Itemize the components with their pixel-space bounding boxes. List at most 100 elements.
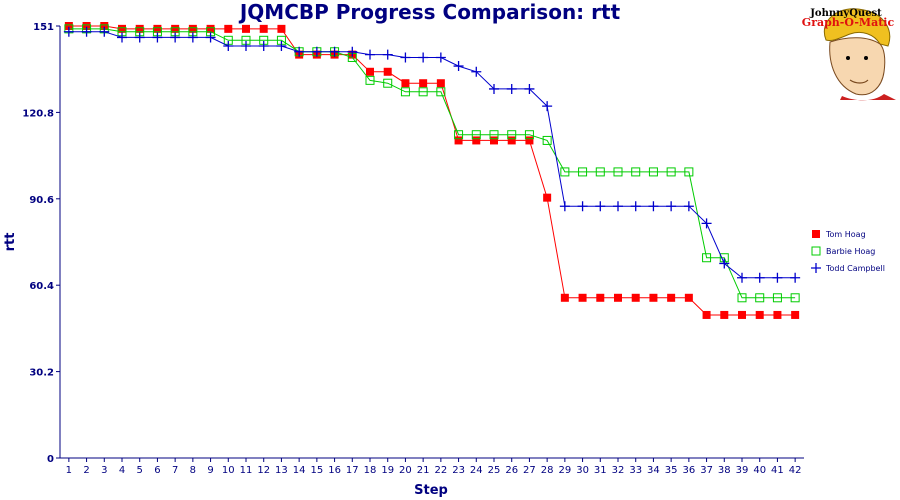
logo-text-line1: JohnnyQuest [809,8,882,19]
data-point-todd-campbell [524,83,535,94]
data-point-todd-campbell [294,46,305,57]
x-tick-label: 33 [629,465,642,476]
x-tick-label: 14 [293,465,306,476]
data-point-barbie-hoag [578,167,588,177]
y-tick-label: 120.8 [22,108,54,119]
data-point-todd-campbell [790,272,801,283]
data-point-todd-campbell [542,101,553,112]
data-point-tom-hoag [507,136,516,145]
x-tick-label: 12 [257,465,270,476]
data-point-tom-hoag [720,310,729,319]
y-tick-label: 151 [33,22,54,33]
data-point-todd-campbell [258,41,269,52]
x-tick-label: 10 [222,465,235,476]
data-point-barbie-hoag [542,135,552,145]
y-tick-label: 90.6 [29,195,54,206]
data-point-todd-campbell [382,49,393,60]
x-tick-label: 5 [137,465,143,476]
data-point-tom-hoag [543,193,552,202]
data-point-barbie-hoag [524,130,534,140]
x-tick-label: 26 [505,465,518,476]
x-tick-label: 25 [488,465,501,476]
data-point-tom-hoag [118,24,126,33]
series-todd-campbell [63,26,801,283]
data-point-todd-campbell [418,52,429,63]
x-tick-label: 18 [364,465,377,476]
data-point-tom-hoag [791,310,800,319]
x-tick-label: 37 [700,465,713,476]
data-point-tom-hoag [596,293,605,302]
data-point-barbie-hoag [471,130,481,140]
x-tick-label: 2 [83,465,89,476]
data-point-barbie-hoag [737,293,747,303]
data-point-tom-hoag [366,67,374,76]
data-point-tom-hoag [171,24,180,33]
x-tick-label: 6 [154,465,160,476]
data-point-todd-campbell [117,32,127,43]
data-point-barbie-hoag [772,293,782,303]
data-point-tom-hoag [242,24,250,33]
data-point-todd-campbell [772,272,783,283]
legend-label-tom-hoag: Tom Hoag [825,230,866,239]
x-tick-label: 15 [310,465,323,476]
data-point-barbie-hoag [755,293,765,303]
x-tick-label: 13 [275,465,288,476]
data-point-tom-hoag [490,136,498,145]
logo-shirt [840,94,896,101]
data-point-todd-campbell [683,201,694,212]
data-point-todd-campbell [666,201,677,212]
x-tick-label: 11 [240,465,253,476]
data-point-barbie-hoag [560,167,570,177]
y-tick-label: 0 [47,454,54,465]
x-tick-label: 9 [207,465,213,476]
data-point-todd-campbell [223,41,234,52]
logo-mouth [849,79,869,84]
data-point-barbie-hoag [507,130,517,140]
data-point-tom-hoag [419,79,428,88]
x-tick-label: 36 [682,465,695,476]
data-point-tom-hoag [383,67,392,76]
data-point-tom-hoag [206,24,215,33]
data-point-tom-hoag [135,24,144,33]
data-point-todd-campbell [329,46,340,57]
data-point-barbie-hoag [613,167,623,177]
legend-label-todd-campbell: Todd Campbell [825,264,885,273]
data-point-todd-campbell [471,66,482,77]
data-point-todd-campbell [205,32,216,43]
data-point-tom-hoag [100,22,109,30]
x-tick-label: 34 [647,465,660,476]
legend-marker-tom-hoag [812,230,820,238]
data-point-todd-campbell [400,52,411,63]
data-point-tom-hoag [525,136,534,145]
x-tick-label: 20 [399,465,412,476]
data-point-tom-hoag [773,310,782,319]
data-point-barbie-hoag [436,87,446,97]
legend-marker-barbie-hoag [811,246,821,256]
x-tick-label: 3 [101,465,107,476]
series-line-tom-hoag [68,25,796,316]
x-tick-label: 39 [736,465,749,476]
data-point-todd-campbell [630,201,641,212]
data-point-barbie-hoag [666,167,676,177]
x-tick-label: 29 [558,465,571,476]
data-point-barbie-hoag [790,293,800,303]
x-tick-label: 42 [789,465,802,476]
data-point-barbie-hoag [400,87,410,97]
data-point-todd-campbell [595,201,606,212]
data-point-todd-campbell [99,26,110,37]
x-tick-label: 8 [190,465,196,476]
series-barbie-hoag [64,24,800,303]
data-point-todd-campbell [754,272,765,283]
logo: JohnnyQuest Graph-O-Matic [800,4,897,101]
legend-item-barbie-hoag: Barbie Hoag [811,246,875,256]
logo-eye-right [864,56,868,60]
x-tick-label: 19 [381,465,394,476]
data-point-tom-hoag [436,79,445,88]
data-point-tom-hoag [277,24,286,33]
x-tick-label: 21 [417,465,430,476]
data-point-tom-hoag [259,24,268,33]
x-tick-label: 1 [66,465,72,476]
data-point-barbie-hoag [648,167,658,177]
data-point-tom-hoag [684,293,693,302]
